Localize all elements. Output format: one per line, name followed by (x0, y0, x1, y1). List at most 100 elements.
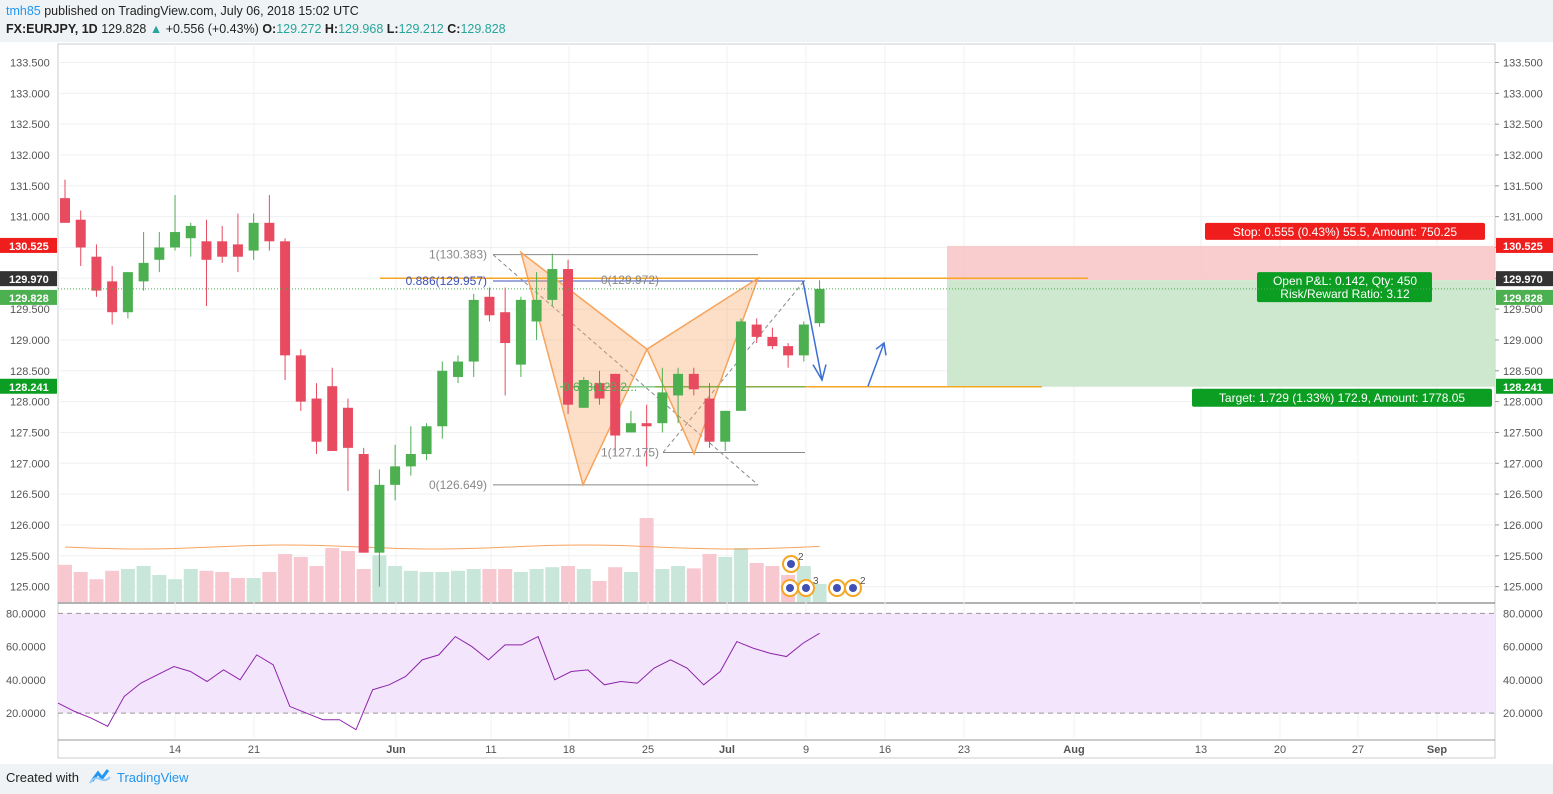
candle-body (704, 398, 715, 442)
candle-body (641, 423, 652, 427)
price-tick-right: 125.500 (1503, 551, 1543, 563)
volume-bar (545, 567, 560, 602)
price-badge-right-text: 129.970 (1503, 274, 1543, 286)
fib-label-618: 0.618(128.2... (563, 380, 637, 394)
volume-bar (58, 564, 72, 602)
volume-bar (608, 567, 623, 602)
price-tick-left: 127.000 (10, 458, 50, 470)
candle-body (327, 386, 338, 451)
candle-body (783, 346, 794, 356)
candle-body (201, 241, 212, 260)
volume-bar (529, 569, 544, 602)
price-badge-right-text: 129.828 (1503, 293, 1543, 305)
price-badge-right (1496, 271, 1553, 287)
volume-bar (293, 557, 308, 602)
time-tick-label: 18 (563, 744, 575, 756)
time-tick-label: Sep (1427, 744, 1447, 756)
time-tick-label: 9 (803, 744, 809, 756)
price-change: +0.556 (+0.43%) (165, 22, 259, 36)
chart-area[interactable]: 133.500 133.500 133.000 133.000 132.500 132.5… (0, 42, 1553, 764)
candle-body (248, 222, 259, 251)
volume-bar (733, 548, 748, 602)
time-tick-label: 27 (1352, 744, 1364, 756)
volume-bar (451, 570, 465, 602)
price-tick-left: 126.500 (10, 489, 50, 501)
volume-bar (403, 570, 418, 602)
time-tick-label: 13 (1195, 744, 1207, 756)
symbol-label[interactable]: FX:EURJPY, 1D (6, 22, 98, 36)
fib-label-127: 1(127.175) (601, 445, 659, 459)
volume-bar (73, 572, 88, 602)
price-tick-left: 129.500 (10, 304, 50, 316)
created-with-text: Created with (6, 770, 79, 785)
target-label-box (1192, 388, 1492, 407)
price-tick-right: 127.000 (1503, 458, 1543, 470)
price-tick-right: 129.000 (1503, 335, 1543, 347)
fib-label-886: 0.886(129.957) (406, 274, 487, 288)
price-badge-left-text: 129.970 (9, 274, 49, 286)
price-tick-left: 132.000 (10, 150, 50, 162)
candle-body (170, 232, 181, 248)
price-chart-svg[interactable]: 133.500 133.500 133.000 133.000 132.500 132.5… (0, 42, 1553, 764)
candle-body (374, 484, 385, 553)
author-link[interactable]: tmh85 (6, 4, 41, 18)
volume-bar (120, 569, 135, 602)
candle-body (798, 324, 809, 356)
price-tick-right: 126.000 (1503, 520, 1543, 532)
price-tick-right: 127.500 (1503, 427, 1543, 439)
volume-bar (262, 572, 277, 602)
volume-bar (199, 570, 214, 602)
price-badge-left-text: 128.241 (9, 382, 49, 394)
candle-body (625, 423, 636, 433)
price-tick-right: 125.000 (1503, 582, 1543, 594)
volume-bar (105, 570, 120, 602)
candle-body (688, 373, 699, 390)
volume-bar (278, 554, 293, 602)
event-icon-a-dot (787, 560, 795, 568)
symbol-ohlc-line: FX:EURJPY, 1D 129.828 ▲ +0.556 (+0.43%) … (6, 22, 506, 36)
candle-body (154, 247, 165, 260)
candle-body (767, 336, 778, 347)
volume-bar (812, 584, 827, 602)
tradingview-cloud-icon[interactable] (88, 767, 112, 785)
price-tick-left: 127.500 (10, 427, 50, 439)
price-tick-right: 131.000 (1503, 212, 1543, 224)
candle-body (358, 454, 369, 553)
volume-bar (340, 551, 355, 602)
volume-bar (671, 566, 686, 602)
fib-trend-dashed (492, 254, 759, 486)
price-tick-left: 128.000 (10, 397, 50, 409)
fib-label-bottom: 0(126.649) (429, 478, 487, 492)
high-value: 129.968 (338, 22, 384, 36)
event-icon-e-count: 2 (860, 576, 866, 587)
time-tick-label: 16 (879, 744, 891, 756)
candle-body (185, 225, 196, 239)
candle-body (720, 410, 731, 442)
volume-bar (702, 554, 717, 602)
candle-body (547, 269, 558, 300)
volume-bar (215, 572, 230, 602)
time-tick-label: 20 (1274, 744, 1286, 756)
close-label: C: (447, 22, 461, 36)
event-icon-d-dot (833, 584, 841, 592)
candle-body (280, 241, 291, 356)
candle-body (453, 361, 463, 377)
volume-bar (309, 566, 324, 602)
time-tick-label: 14 (169, 744, 181, 756)
rsi-tick-left: 20.0000 (6, 708, 46, 720)
volume-bar (230, 578, 245, 602)
volume-bar (136, 566, 151, 602)
candle-body (814, 288, 825, 324)
volume-bar (89, 579, 104, 602)
footer (0, 764, 1553, 794)
tradingview-brand-link[interactable]: TradingView (117, 770, 189, 785)
candle-body (500, 312, 511, 344)
open-value: 129.272 (276, 22, 322, 36)
candle-body (342, 407, 353, 448)
volume-bar (482, 569, 497, 602)
rsi-tick-left: 60.0000 (6, 642, 46, 654)
time-tick-label: 11 (485, 744, 496, 756)
event-icon-c-count: 3 (813, 576, 819, 587)
volume-bar (435, 572, 450, 602)
target-label: Target: 1.729 (1.33%) 172.9, Amount: 177… (1219, 391, 1465, 405)
